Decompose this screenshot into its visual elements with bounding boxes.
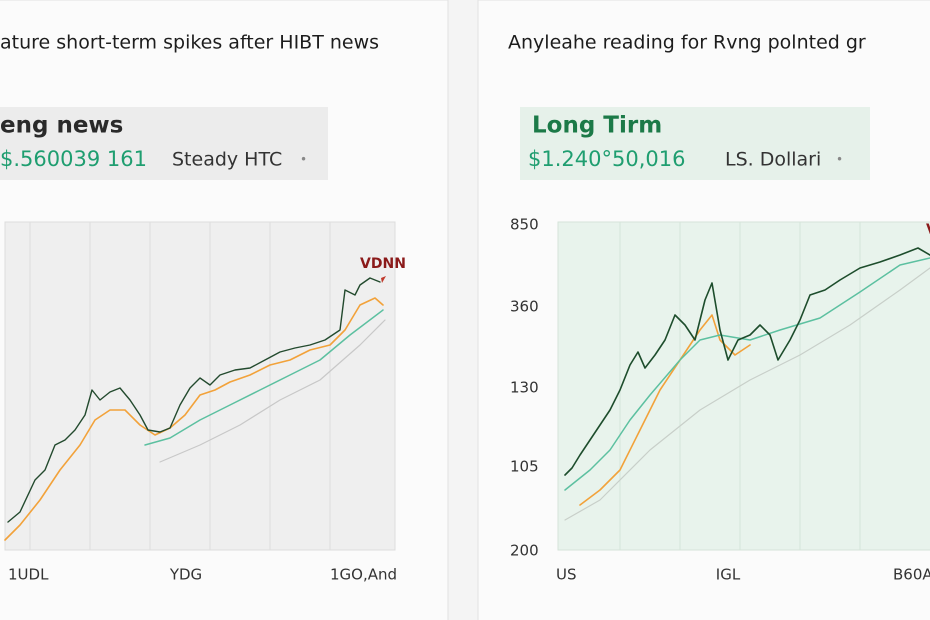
x-label: IGL <box>716 566 741 584</box>
header-dot: • <box>300 153 307 167</box>
annotation: VDNN <box>360 256 406 272</box>
plot <box>4 221 396 551</box>
x-label: YDG <box>169 566 202 584</box>
header-dot: • <box>836 153 843 167</box>
header-price: $1.240°50,016 <box>528 147 685 171</box>
y-label: 130 <box>510 379 539 397</box>
header-box <box>0 107 328 180</box>
x-label: B60A <box>893 566 930 584</box>
x-label: US <box>556 566 577 584</box>
header-label: eng news <box>0 113 123 139</box>
annotation: V <box>926 222 930 238</box>
panel-title: Anyleahe reading for Rvng polnted gr <box>508 32 866 54</box>
x-label: 1GO,And <box>330 566 397 584</box>
y-label: 200 <box>510 542 539 560</box>
plot <box>557 221 930 551</box>
header-box <box>520 107 870 180</box>
header-note: Steady HTC <box>172 149 282 171</box>
header-price: $.560039 161 <box>0 147 147 171</box>
y-label: 850 <box>510 216 539 234</box>
header-note: LS. Dollari <box>725 149 821 171</box>
y-label: 360 <box>510 298 539 316</box>
panel-title: ature short-term spikes after HIBT news <box>0 32 379 54</box>
y-label: 105 <box>510 458 539 476</box>
header-label: Long Tirm <box>532 113 662 139</box>
x-label: 1UDL <box>8 566 49 584</box>
